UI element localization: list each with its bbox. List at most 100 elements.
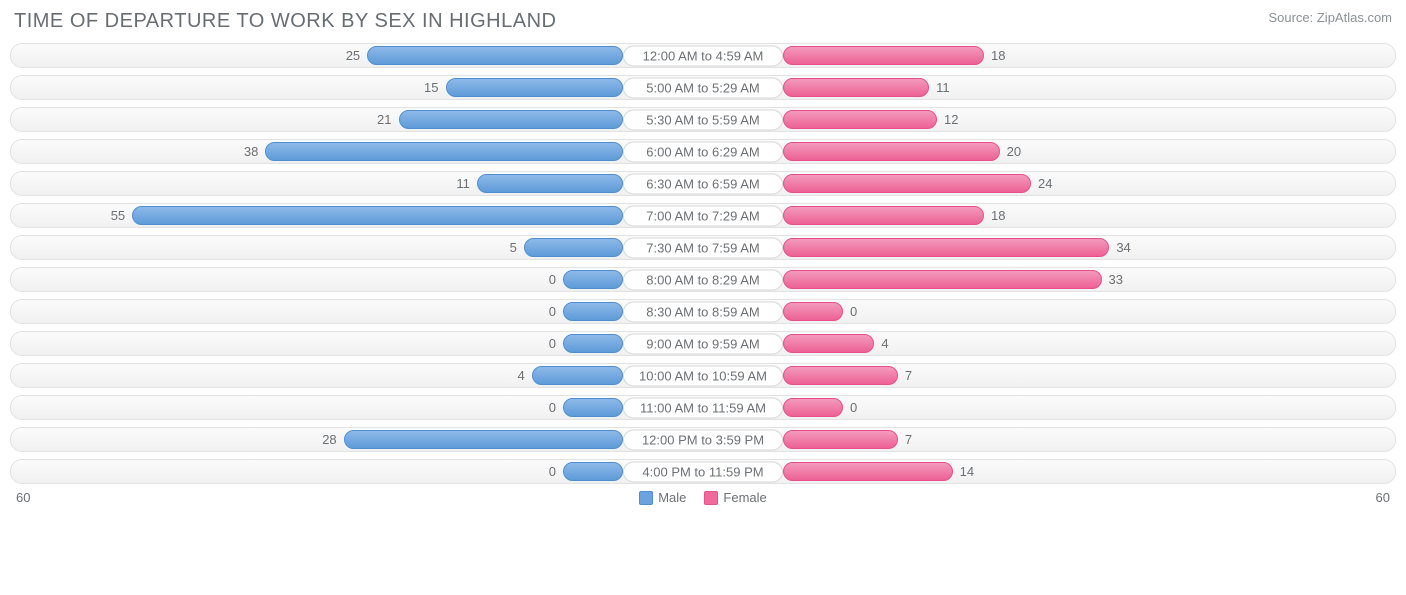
category-pill: 8:30 AM to 8:59 AM bbox=[623, 301, 783, 322]
female-bar: 24 bbox=[783, 174, 1031, 193]
source-label: Source: ZipAtlas.com bbox=[1268, 10, 1392, 25]
male-value: 21 bbox=[377, 112, 391, 127]
female-value: 0 bbox=[850, 304, 857, 319]
female-half: 7 bbox=[703, 364, 1395, 387]
female-half: 18 bbox=[703, 44, 1395, 67]
male-bar: 28 bbox=[344, 430, 623, 449]
female-bar: 18 bbox=[783, 206, 984, 225]
female-value: 7 bbox=[905, 368, 912, 383]
bar-row: 008:30 AM to 8:59 AM bbox=[10, 299, 1396, 324]
female-value: 18 bbox=[991, 208, 1005, 223]
male-half: 0 bbox=[11, 332, 703, 355]
female-value: 20 bbox=[1007, 144, 1021, 159]
legend: Male Female bbox=[66, 490, 1340, 505]
female-half: 18 bbox=[703, 204, 1395, 227]
female-bar: 7 bbox=[783, 430, 898, 449]
male-half: 4 bbox=[11, 364, 703, 387]
female-half: 0 bbox=[703, 396, 1395, 419]
male-value: 28 bbox=[322, 432, 336, 447]
category-pill: 6:30 AM to 6:59 AM bbox=[623, 173, 783, 194]
male-bar: 55 bbox=[132, 206, 623, 225]
female-bar: 4 bbox=[783, 334, 874, 353]
chart-container: TIME OF DEPARTURE TO WORK BY SEX IN HIGH… bbox=[0, 0, 1406, 511]
female-value: 34 bbox=[1116, 240, 1130, 255]
male-value: 11 bbox=[456, 176, 470, 191]
category-pill: 6:00 AM to 6:29 AM bbox=[623, 141, 783, 162]
female-bar: 14 bbox=[783, 462, 953, 481]
female-half: 12 bbox=[703, 108, 1395, 131]
male-half: 0 bbox=[11, 396, 703, 419]
category-pill: 7:00 AM to 7:29 AM bbox=[623, 205, 783, 226]
male-value: 38 bbox=[244, 144, 258, 159]
header: TIME OF DEPARTURE TO WORK BY SEX IN HIGH… bbox=[6, 10, 1400, 43]
female-bar: 0 bbox=[783, 398, 843, 417]
male-bar: 11 bbox=[477, 174, 623, 193]
bar-row: 15 115:00 AM to 5:29 AM bbox=[10, 75, 1396, 100]
male-value: 0 bbox=[549, 272, 556, 287]
female-half: 24 bbox=[703, 172, 1395, 195]
female-bar: 12 bbox=[783, 110, 937, 129]
female-half: 0 bbox=[703, 300, 1395, 323]
category-pill: 8:00 AM to 8:29 AM bbox=[623, 269, 783, 290]
legend-female: Female bbox=[704, 490, 766, 505]
female-value: 0 bbox=[850, 400, 857, 415]
bar-row: 38 20 6:00 AM to 6:29 AM bbox=[10, 139, 1396, 164]
category-pill: 5:00 AM to 5:29 AM bbox=[623, 77, 783, 98]
male-value: 4 bbox=[517, 368, 524, 383]
female-value: 14 bbox=[960, 464, 974, 479]
legend-female-label: Female bbox=[723, 490, 766, 505]
male-bar: 25 bbox=[367, 46, 623, 65]
male-half: 5 bbox=[11, 236, 703, 259]
female-bar: 18 bbox=[783, 46, 984, 65]
axis-max-left: 60 bbox=[16, 490, 66, 505]
female-value: 7 bbox=[905, 432, 912, 447]
category-pill: 12:00 PM to 3:59 PM bbox=[623, 429, 783, 450]
bar-row: 11246:30 AM to 6:59 AM bbox=[10, 171, 1396, 196]
male-bar: 5 bbox=[524, 238, 623, 257]
bar-row: 28712:00 PM to 3:59 PM bbox=[10, 427, 1396, 452]
male-bar: 0 bbox=[563, 270, 623, 289]
female-half: 33 bbox=[703, 268, 1395, 291]
male-bar: 0 bbox=[563, 302, 623, 321]
male-value: 0 bbox=[549, 464, 556, 479]
bar-row: 049:00 AM to 9:59 AM bbox=[10, 331, 1396, 356]
bar-row: 0144:00 PM to 11:59 PM bbox=[10, 459, 1396, 484]
female-value: 24 bbox=[1038, 176, 1052, 191]
male-bar: 4 bbox=[532, 366, 623, 385]
male-half: 21 bbox=[11, 108, 703, 131]
female-half: 34 bbox=[703, 236, 1395, 259]
male-value: 0 bbox=[549, 400, 556, 415]
category-pill: 5:30 AM to 5:59 AM bbox=[623, 109, 783, 130]
male-value: 55 bbox=[111, 208, 125, 223]
female-value: 18 bbox=[991, 48, 1005, 63]
bar-row: 0 338:00 AM to 8:29 AM bbox=[10, 267, 1396, 292]
category-pill: 9:00 AM to 9:59 AM bbox=[623, 333, 783, 354]
male-bar: 21 bbox=[399, 110, 624, 129]
male-bar: 15 bbox=[446, 78, 624, 97]
chart-title: TIME OF DEPARTURE TO WORK BY SEX IN HIGH… bbox=[14, 10, 556, 33]
bar-row: 55187:00 AM to 7:29 AM bbox=[10, 203, 1396, 228]
male-half: 0 bbox=[11, 460, 703, 483]
male-half: 55 bbox=[11, 204, 703, 227]
bar-row: 251812:00 AM to 4:59 AM bbox=[10, 43, 1396, 68]
bar-row: 4710:00 AM to 10:59 AM bbox=[10, 363, 1396, 388]
female-value: 4 bbox=[881, 336, 888, 351]
female-half: 7 bbox=[703, 428, 1395, 451]
male-half: 25 bbox=[11, 44, 703, 67]
female-value: 12 bbox=[944, 112, 958, 127]
male-bar: 38 bbox=[265, 142, 623, 161]
category-pill: 12:00 AM to 4:59 AM bbox=[623, 45, 783, 66]
bar-row: 5347:30 AM to 7:59 AM bbox=[10, 235, 1396, 260]
female-bar: 0 bbox=[783, 302, 843, 321]
swatch-female-icon bbox=[704, 491, 718, 505]
legend-male-label: Male bbox=[658, 490, 686, 505]
axis-max-right: 60 bbox=[1340, 490, 1390, 505]
male-half: 28 bbox=[11, 428, 703, 451]
male-half: 15 bbox=[11, 76, 703, 99]
male-bar: 0 bbox=[563, 398, 623, 417]
female-bar: 11 bbox=[783, 78, 929, 97]
legend-male: Male bbox=[639, 490, 686, 505]
female-bar: 7 bbox=[783, 366, 898, 385]
bar-row: 0011:00 AM to 11:59 AM bbox=[10, 395, 1396, 420]
male-value: 5 bbox=[510, 240, 517, 255]
